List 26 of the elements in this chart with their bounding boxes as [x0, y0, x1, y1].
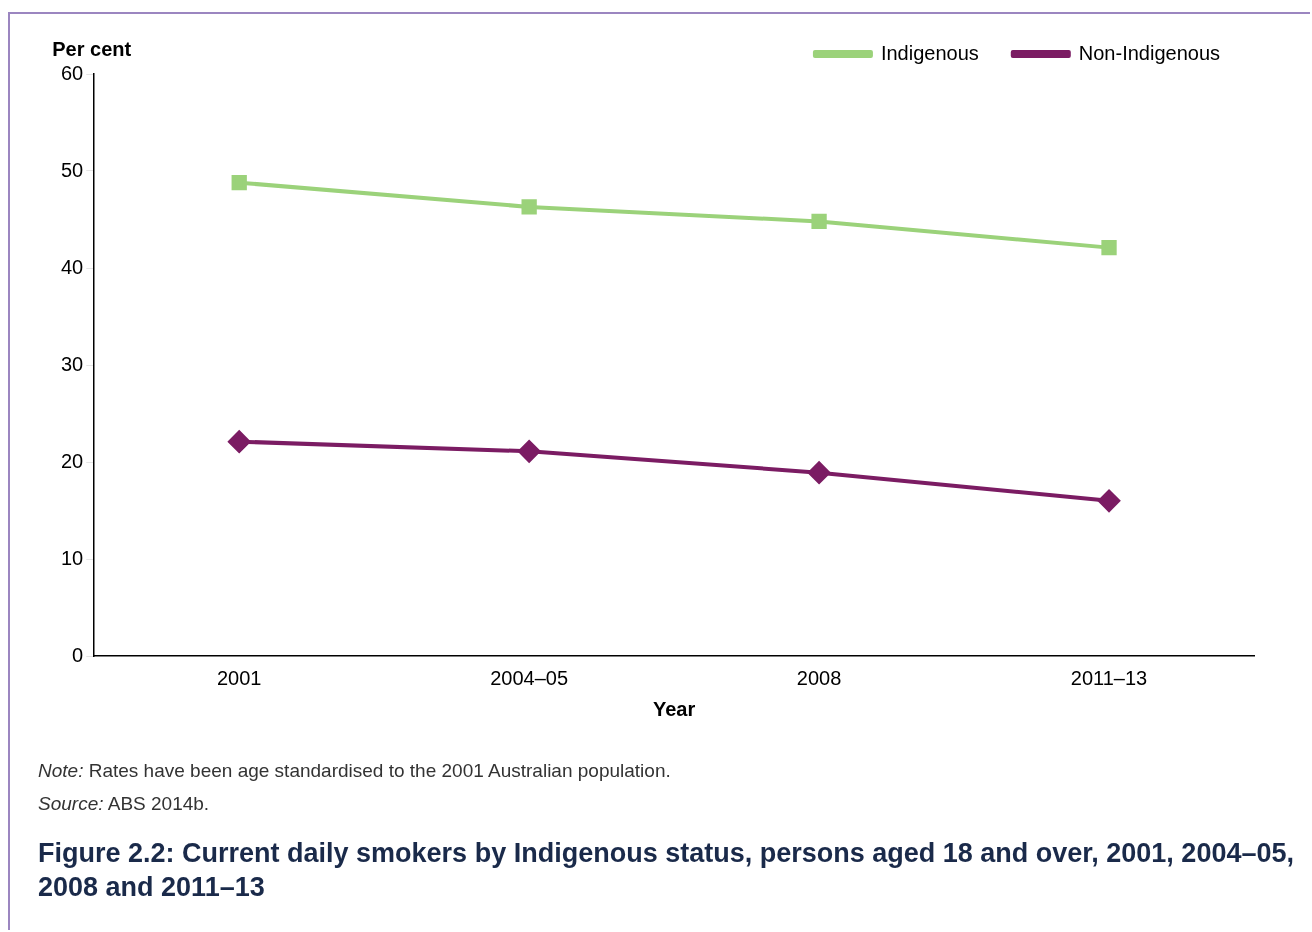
point	[231, 174, 247, 191]
point	[521, 199, 537, 215]
y-tick-label: 40	[61, 255, 84, 278]
y-tick-label: 60	[61, 61, 84, 84]
point	[518, 440, 541, 463]
y-tick-label: 30	[61, 352, 84, 375]
x-tick-label: 2008	[796, 666, 842, 689]
y-axis-title: Per cent	[52, 37, 132, 60]
legend-label: Non-Indigenous	[1078, 41, 1221, 64]
source-note: Source: ABS 2014b.	[38, 792, 211, 816]
y-tick-label: 50	[61, 158, 84, 181]
point	[228, 430, 251, 453]
point	[808, 461, 831, 484]
y-tick-label: 10	[61, 546, 84, 569]
text: Note: Rates have been age standardised to the 2001 Australian population.	[38, 759, 671, 783]
legend-label: Indigenous	[880, 41, 979, 64]
x-axis-title: Year	[652, 697, 696, 720]
x-tick-label: 2001	[216, 666, 262, 689]
text: Figure 2.2: Current daily smokers by Indigenous status, persons aged 18 and over, 2001, 2004–05, 2008 and 2011–13	[38, 837, 1295, 904]
x-tick-label: 2004–05	[490, 666, 569, 689]
y-tick-label: 0	[72, 643, 84, 666]
point	[1101, 239, 1117, 256]
x-tick-label: 2011–13	[1070, 666, 1148, 689]
y-tick-label: 20	[61, 449, 84, 472]
point	[811, 213, 827, 230]
point	[1098, 489, 1121, 512]
